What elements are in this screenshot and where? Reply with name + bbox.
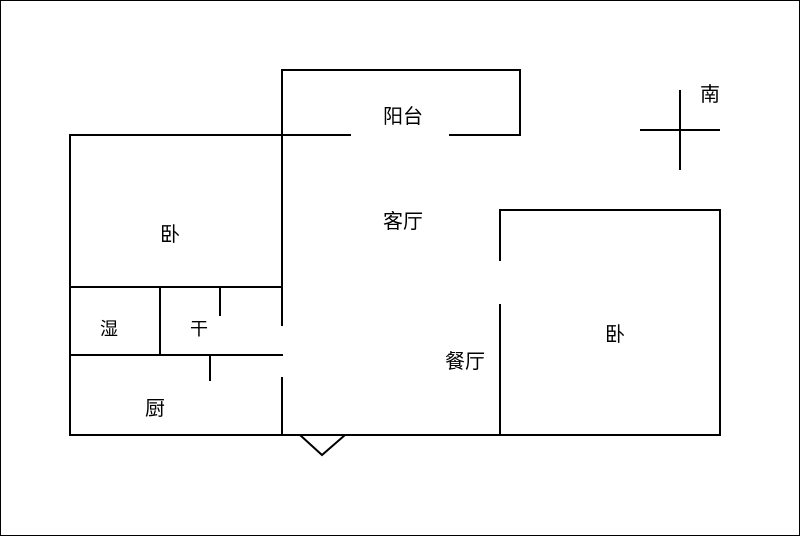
label-dining: 餐厅	[445, 345, 485, 374]
floor-plan-svg	[0, 0, 800, 536]
label-bedroom_left: 卧	[160, 218, 180, 247]
label-balcony: 阳台	[383, 100, 423, 129]
label-bedroom_right: 卧	[605, 318, 625, 347]
label-living_room: 客厅	[383, 205, 423, 234]
outer-frame	[1, 1, 800, 536]
label-kitchen: 厨	[145, 392, 165, 421]
floor-plan-canvas: 阳台客厅卧湿干餐厅厨卧南	[0, 0, 800, 536]
compass-label: 南	[700, 78, 720, 107]
label-wet: 湿	[100, 315, 118, 341]
label-dry: 干	[190, 315, 208, 341]
